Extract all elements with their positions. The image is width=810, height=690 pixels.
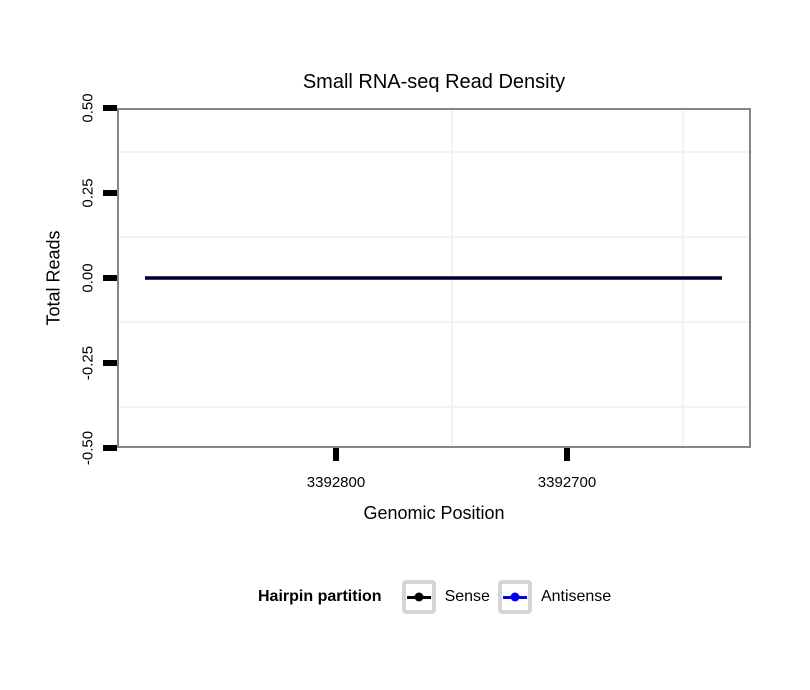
legend-title: Hairpin partition xyxy=(258,588,382,605)
legend-key xyxy=(497,580,532,614)
legend-key-dot-icon xyxy=(414,592,424,602)
y-tick-mark xyxy=(103,360,117,366)
plot-panel xyxy=(117,108,751,448)
x-tick-label: 3392800 xyxy=(306,474,366,491)
minor-gridline-horizontal xyxy=(119,405,749,408)
y-tick-mark xyxy=(103,105,117,111)
chart-title: Small RNA-seq Read Density xyxy=(302,71,566,93)
y-tick-label: 0.25 xyxy=(79,178,97,208)
x-tick-mark xyxy=(333,448,339,461)
legend-item-antisense: Antisense xyxy=(497,580,612,614)
minor-gridline-horizontal xyxy=(119,235,749,238)
minor-gridline-horizontal xyxy=(119,320,749,323)
y-tick-mark xyxy=(103,275,117,281)
x-tick-mark xyxy=(564,448,570,461)
legend-item-label: Sense xyxy=(444,588,490,605)
y-tick-mark xyxy=(103,445,117,451)
y-tick-mark xyxy=(103,190,117,196)
legend-key xyxy=(401,580,436,614)
y-tick-label: -0.25 xyxy=(79,345,97,381)
x-tick-label: 3392700 xyxy=(537,474,597,491)
legend-item-label: Antisense xyxy=(540,588,612,605)
y-tick-label: 0.50 xyxy=(79,93,97,123)
minor-gridline-horizontal xyxy=(119,150,749,153)
sense-line xyxy=(145,276,722,279)
y-tick-label: 0.00 xyxy=(79,263,97,293)
legend-key-dot-icon xyxy=(510,592,520,602)
x-axis-title: Genomic Position xyxy=(363,503,505,523)
legend: Hairpin partition Sense Antisense xyxy=(258,576,611,618)
y-axis-title: Total Reads xyxy=(43,230,64,326)
y-tick-label: -0.50 xyxy=(79,430,97,466)
legend-item-sense: Sense xyxy=(401,580,490,614)
